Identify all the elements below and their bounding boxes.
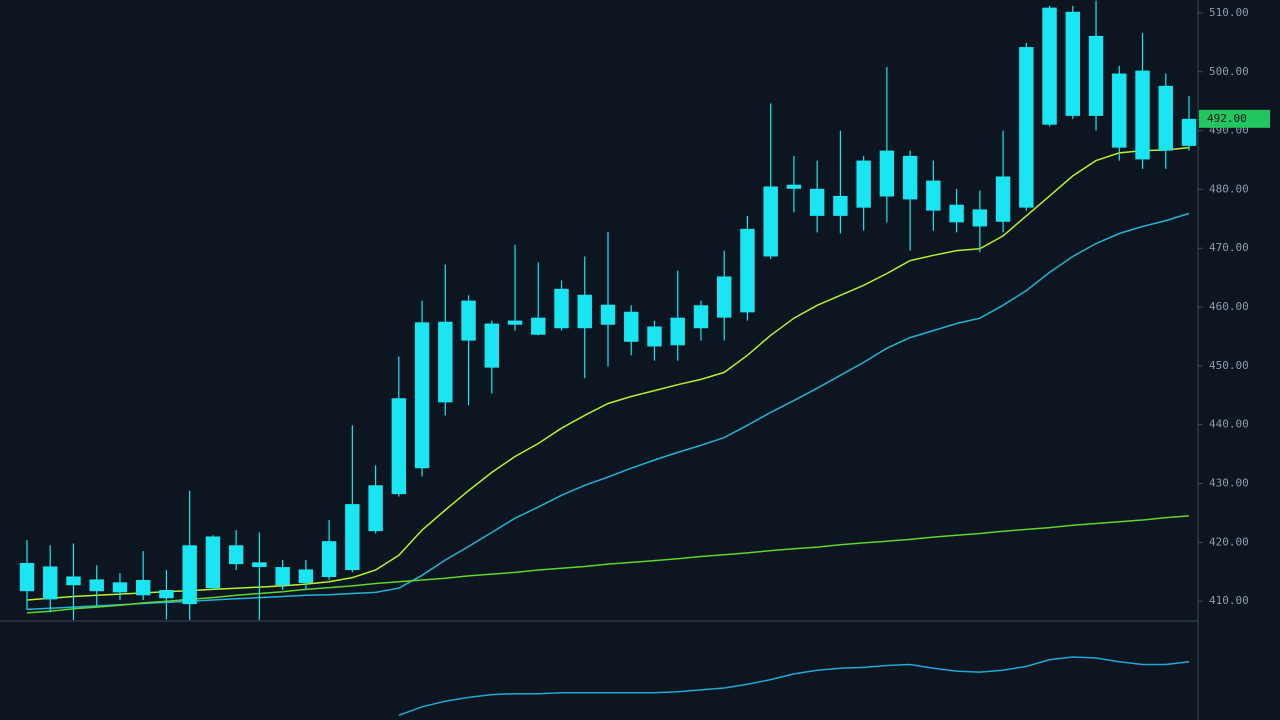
candle-body <box>414 322 430 469</box>
candle-body <box>345 504 360 570</box>
candle-body <box>391 398 407 495</box>
candle-body <box>763 186 778 257</box>
y-tick-label: 440.00 <box>1209 418 1249 431</box>
candle-body <box>461 300 476 341</box>
candle-body <box>833 195 848 216</box>
candle-body <box>856 160 871 208</box>
candle-body <box>972 209 988 227</box>
candle-body <box>89 579 104 592</box>
y-tick-label: 420.00 <box>1209 535 1249 548</box>
candle-body <box>926 180 941 211</box>
candle-body <box>66 576 81 586</box>
candle-body <box>949 204 964 223</box>
y-tick-label: 500.00 <box>1209 65 1249 78</box>
candle-body <box>438 321 453 403</box>
candle-body <box>786 184 802 189</box>
candle-body <box>1088 35 1104 116</box>
y-tick-label: 410.00 <box>1209 594 1249 607</box>
candle-body <box>1181 118 1197 146</box>
candle-body <box>507 320 523 325</box>
y-tick-label: 510.00 <box>1209 6 1249 19</box>
y-tick-label: 430.00 <box>1209 477 1249 490</box>
y-tick-label: 480.00 <box>1209 182 1249 195</box>
candle-body <box>159 590 174 599</box>
candle-body <box>205 536 221 589</box>
candle-body <box>624 311 639 342</box>
candle-body <box>298 569 314 583</box>
candle-body <box>577 294 592 329</box>
candle-body <box>321 541 337 578</box>
candle-body <box>600 304 616 325</box>
candle-body <box>275 567 290 586</box>
candle-body <box>1112 73 1127 148</box>
last-price-tag <box>1199 109 1270 128</box>
candle-body <box>1019 47 1034 208</box>
candle-body <box>135 580 151 596</box>
candle-body <box>809 188 825 216</box>
y-tick-label: 460.00 <box>1209 300 1249 313</box>
candle-body <box>1042 7 1057 125</box>
candle-body <box>182 545 197 605</box>
moving-average-line <box>26 515 1190 614</box>
candle-body <box>693 305 709 329</box>
candle-body <box>879 150 895 197</box>
moving-average-line <box>26 146 1190 601</box>
candle-body <box>368 485 383 532</box>
candle-body <box>647 326 662 347</box>
candle-body <box>19 562 35 592</box>
candle-body <box>1158 85 1173 151</box>
candle-body <box>740 228 755 313</box>
candle-body <box>1065 11 1081 116</box>
candle-body <box>554 288 569 329</box>
candle-body <box>112 582 128 593</box>
candle-body <box>1135 70 1150 160</box>
candle-body <box>531 317 546 335</box>
y-tick-label: 470.00 <box>1209 241 1249 254</box>
candle-body <box>995 176 1011 222</box>
y-tick-label: 450.00 <box>1209 359 1249 372</box>
candle-body <box>670 317 685 346</box>
candle-body <box>716 276 732 318</box>
last-price-label: 492.00 <box>1207 112 1247 125</box>
candle-body <box>228 545 244 565</box>
moving-average-line <box>26 212 1190 611</box>
candle-body <box>902 155 918 200</box>
candle-body <box>252 562 267 568</box>
indicator-line <box>398 656 1190 717</box>
candle-body <box>484 323 500 368</box>
candle-body <box>43 566 58 600</box>
